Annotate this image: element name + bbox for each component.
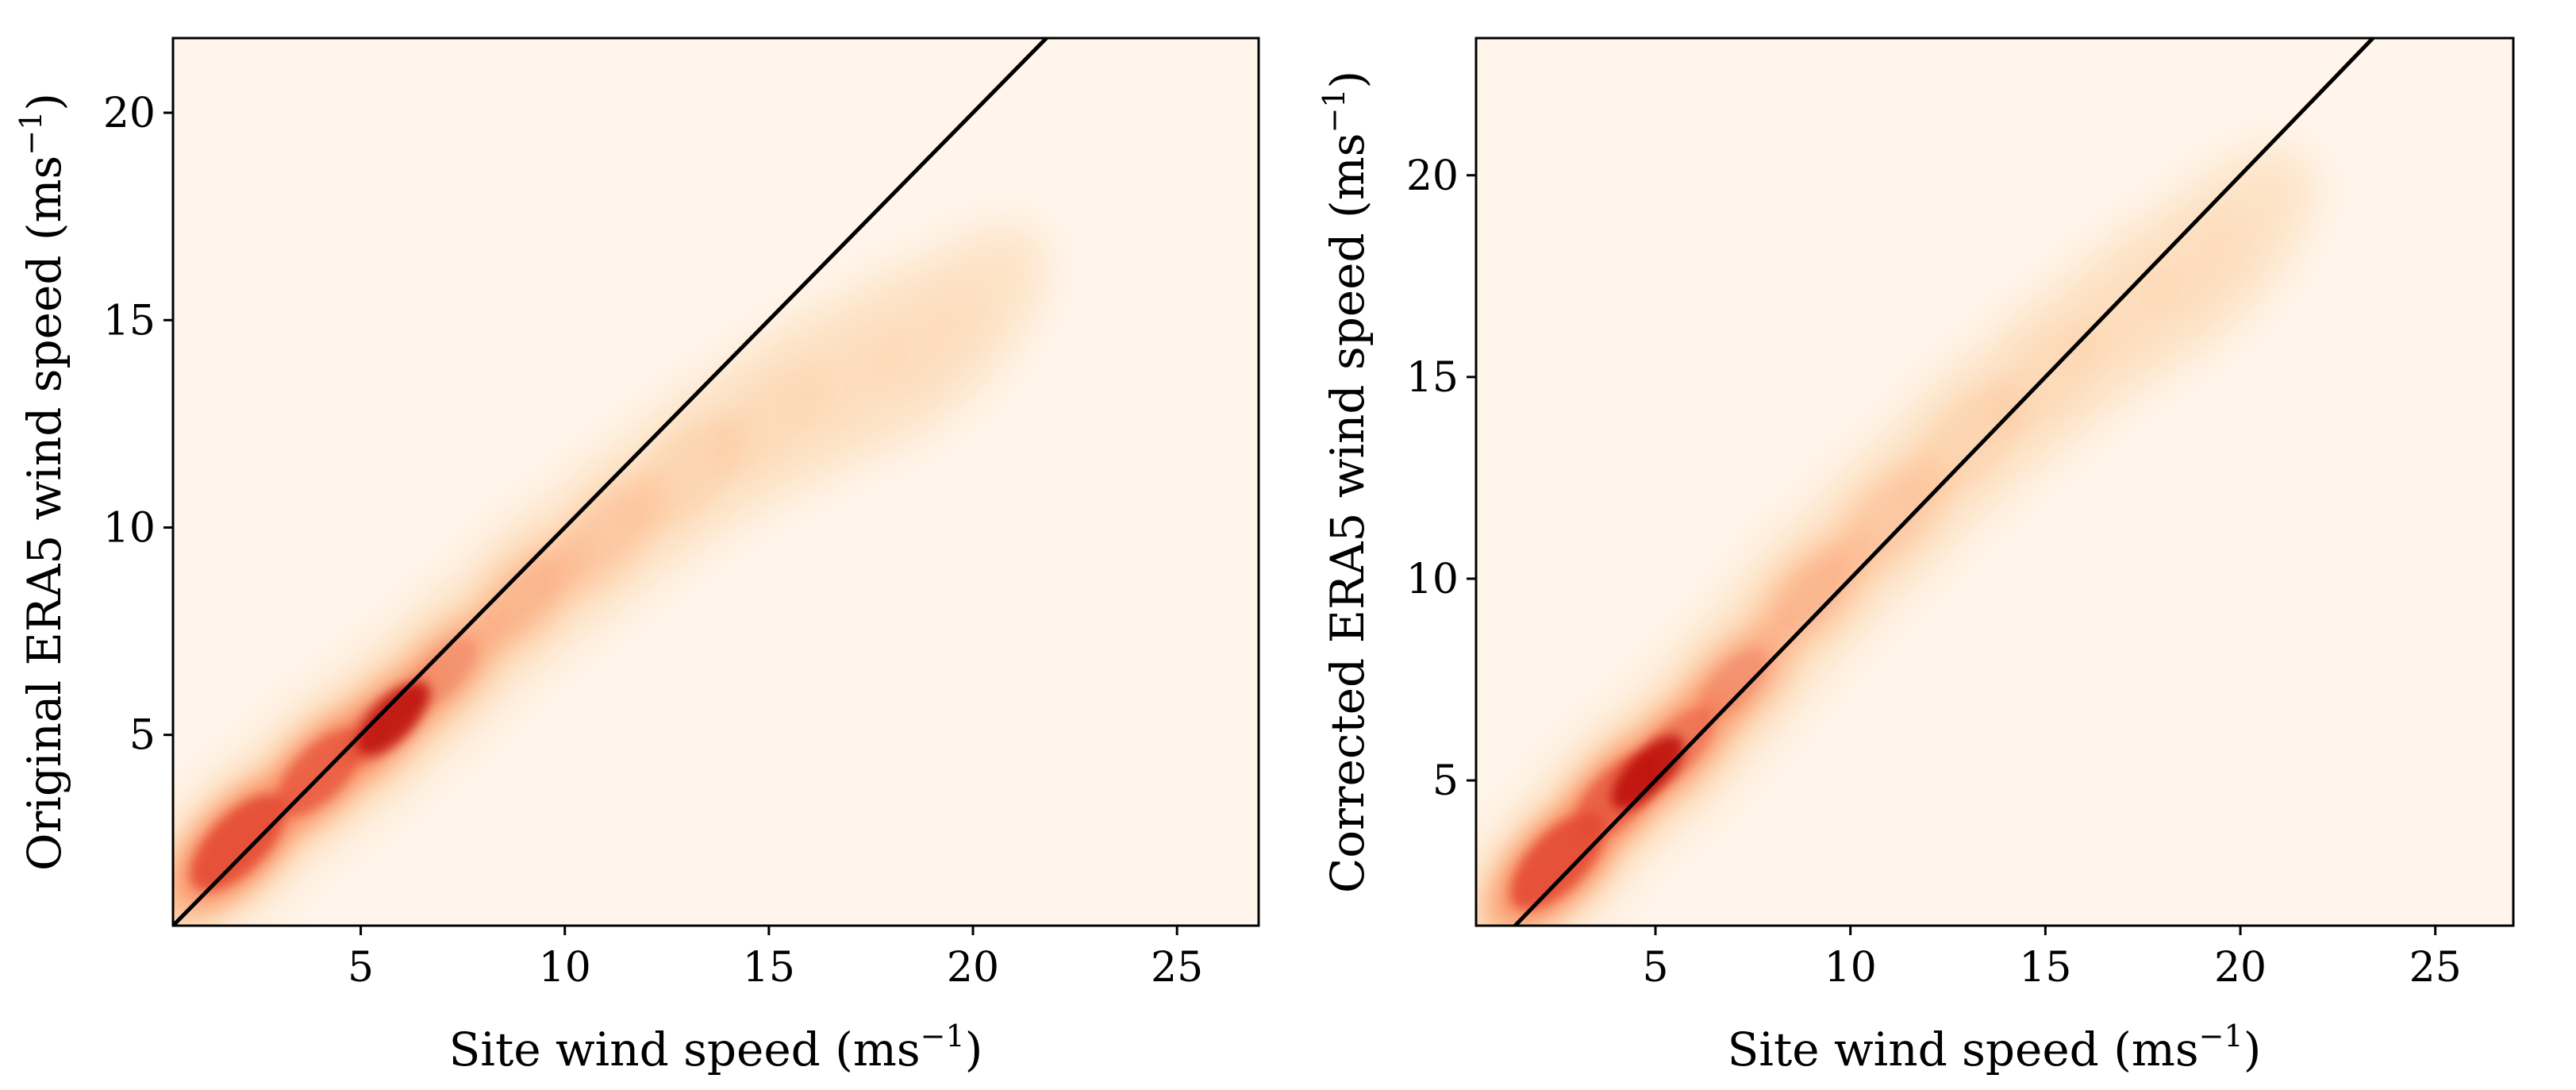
density-blob-original bbox=[796, 323, 905, 433]
x-axis-corrected: 5 10 15 20 25 bbox=[1642, 926, 2462, 992]
density-peak-corrected bbox=[1611, 735, 1684, 810]
density-blob-corrected bbox=[1699, 648, 1768, 719]
x-tick-label-corrected: 5 bbox=[1642, 944, 1668, 992]
density-blob-corrected bbox=[2147, 210, 2255, 319]
one-to-one-line-corrected bbox=[1512, 38, 2376, 926]
density-field-original bbox=[173, 225, 1048, 926]
y-tick-label-original: 5 bbox=[129, 712, 156, 760]
density-blob-original bbox=[563, 493, 648, 579]
density-peak-original bbox=[356, 681, 430, 756]
plot-frame-original bbox=[171, 37, 1260, 927]
x-axis-original: 5 10 15 20 25 bbox=[348, 926, 1203, 992]
x-tick-label-original: 20 bbox=[947, 944, 999, 992]
density-blob-original bbox=[494, 567, 555, 629]
y-tick-label-corrected: 20 bbox=[1406, 152, 1459, 200]
x-axis-label-corrected: Site wind speed (ms−1) bbox=[1728, 1019, 2262, 1077]
panel-original: 5 10 15 20 25 5 10 15 20 Site wind speed (ms−1)… bbox=[13, 37, 1260, 1077]
y-tick-label-corrected: 5 bbox=[1432, 757, 1459, 805]
x-tick-label-corrected: 10 bbox=[1824, 944, 1877, 992]
density-blob-corrected bbox=[1847, 475, 1932, 561]
panel-corrected: 5 10 15 20 25 5 10 15 20 Site wind speed (ms−1)… bbox=[1317, 37, 2515, 1077]
x-tick-label-original: 15 bbox=[743, 944, 795, 992]
x-tick-label-corrected: 20 bbox=[2214, 944, 2266, 992]
y-tick-label-corrected: 10 bbox=[1406, 556, 1459, 603]
density-blob-original bbox=[190, 794, 286, 892]
density-blob-original bbox=[711, 361, 826, 478]
y-tick-label-original: 15 bbox=[103, 297, 156, 345]
y-tick-label-original: 10 bbox=[103, 504, 156, 552]
x-tick-label-original: 5 bbox=[348, 944, 374, 992]
y-axis-original: 5 10 15 20 bbox=[103, 90, 173, 760]
density-blob-original bbox=[276, 728, 363, 816]
y-axis-corrected: 5 10 15 20 bbox=[1406, 152, 1476, 805]
density-blob-corrected bbox=[1781, 564, 1842, 626]
y-axis-label-corrected: Corrected ERA5 wind speed (ms−1) bbox=[1317, 71, 1375, 893]
density-blob-original bbox=[879, 287, 986, 395]
one-to-one-line-original bbox=[173, 38, 1050, 926]
x-tick-label-corrected: 25 bbox=[2409, 944, 2462, 992]
x-tick-label-original: 25 bbox=[1151, 944, 1203, 992]
y-tick-label-original: 20 bbox=[103, 90, 156, 137]
x-axis-label-original: Site wind speed (ms−1) bbox=[449, 1019, 983, 1077]
y-axis-label-original: Original ERA5 wind speed (ms−1) bbox=[13, 93, 71, 871]
x-tick-label-original: 10 bbox=[539, 944, 591, 992]
y-tick-label-corrected: 15 bbox=[1406, 354, 1459, 402]
plot-frame-corrected bbox=[1474, 37, 2515, 927]
x-tick-label-corrected: 15 bbox=[2019, 944, 2071, 992]
